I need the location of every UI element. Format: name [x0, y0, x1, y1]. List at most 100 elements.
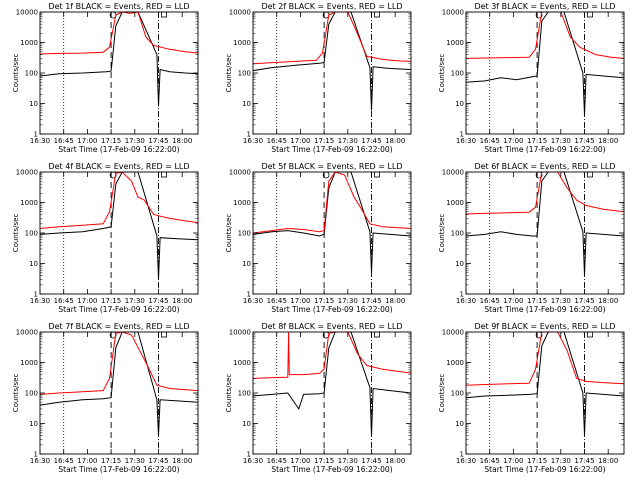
detector-panel-4: Det 4f BLACK = Events, RED = LLD 1 10 100 10…	[12, 162, 199, 314]
x-tick-label: 17:00	[77, 457, 97, 465]
x-tick-label: 17:45	[361, 137, 381, 145]
x-tick-label: 16:30	[243, 137, 263, 145]
x-tick-label: 17:15	[101, 137, 121, 145]
panel-title: Det 2f BLACK = Events, RED = LLD	[261, 2, 402, 11]
panel-title: Det 8f BLACK = Events, RED = LLD	[261, 322, 402, 331]
x-tick-label: 18:00	[598, 457, 618, 465]
y-tick-label: 10000	[442, 169, 464, 177]
x-tick-label: 17:00	[290, 297, 310, 305]
y-tick-label: 1	[460, 451, 464, 459]
square-marker	[374, 11, 380, 18]
x-tick-label: 17:00	[503, 297, 523, 305]
y-tick-label: 10	[29, 420, 38, 428]
y-axis-label: Counts/sec	[438, 54, 446, 93]
panel-title: Det 3f BLACK = Events, RED = LLD	[474, 2, 615, 11]
square-marker	[161, 331, 167, 338]
y-axis-label: Counts/sec	[438, 374, 446, 413]
x-tick-label: 17:15	[314, 457, 334, 465]
y-tick-label: 10000	[442, 329, 464, 337]
x-tick-label: 18:00	[172, 457, 192, 465]
x-tick-label: 17:45	[148, 297, 168, 305]
y-tick-label: 10000	[16, 329, 38, 337]
x-tick-label: 17:15	[527, 297, 547, 305]
x-tick-label: 17:00	[290, 457, 310, 465]
events-series-line	[252, 331, 412, 436]
y-axis-label: Counts/sec	[12, 214, 20, 253]
x-tick-label: 17:45	[574, 457, 594, 465]
y-tick-label: 1000	[233, 39, 251, 47]
panel-title: Det 4f BLACK = Events, RED = LLD	[48, 162, 189, 171]
square-marker	[587, 171, 593, 178]
detector-panel-5: Det 5f BLACK = Events, RED = LLD 1 10 100 10…	[225, 162, 412, 314]
events-series-line	[465, 11, 625, 116]
y-tick-label: 100	[451, 390, 464, 398]
y-tick-label: 100	[238, 230, 251, 238]
y-tick-label: 10	[455, 100, 464, 108]
x-tick-label: 16:30	[456, 297, 476, 305]
x-axis-label: Start Time (17-Feb-09 16:22:00)	[58, 305, 179, 314]
y-tick-label: 1	[34, 131, 38, 139]
y-tick-label: 10000	[442, 9, 464, 17]
x-tick-label: 16:45	[480, 457, 500, 465]
events-series-line	[39, 11, 199, 107]
y-tick-label: 100	[25, 70, 38, 78]
y-tick-label: 1000	[20, 359, 38, 367]
y-tick-label: 1000	[233, 199, 251, 207]
x-axis-label: Start Time (17-Feb-09 16:22:00)	[484, 465, 605, 474]
y-tick-label: 1000	[446, 39, 464, 47]
y-tick-label: 100	[25, 230, 38, 238]
y-tick-label: 1000	[20, 199, 38, 207]
y-tick-label: 1	[34, 291, 38, 299]
x-tick-label: 17:15	[101, 297, 121, 305]
y-tick-label: 10000	[16, 169, 38, 177]
y-tick-label: 1	[460, 291, 464, 299]
x-tick-label: 18:00	[385, 137, 405, 145]
y-axis-label: Counts/sec	[225, 214, 233, 253]
x-tick-label: 17:30	[125, 297, 145, 305]
x-tick-label: 16:45	[54, 297, 74, 305]
x-tick-label: 17:30	[551, 297, 571, 305]
x-tick-label: 16:30	[30, 297, 50, 305]
square-marker	[161, 171, 167, 178]
x-axis-label: Start Time (17-Feb-09 16:22:00)	[271, 145, 392, 154]
lld-series-line	[39, 11, 199, 55]
y-tick-label: 100	[451, 70, 464, 78]
x-tick-label: 17:00	[503, 137, 523, 145]
y-tick-label: 1	[460, 131, 464, 139]
detector-panel-6: Det 6f BLACK = Events, RED = LLD 1 10 100 10…	[438, 162, 625, 314]
x-tick-label: 17:45	[574, 137, 594, 145]
panel-title: Det 6f BLACK = Events, RED = LLD	[474, 162, 615, 171]
y-tick-label: 10	[29, 260, 38, 268]
panel-title: Det 7f BLACK = Events, RED = LLD	[48, 322, 189, 331]
x-tick-label: 17:00	[290, 137, 310, 145]
x-tick-label: 18:00	[598, 137, 618, 145]
x-tick-label: 17:15	[527, 137, 547, 145]
square-marker	[587, 331, 593, 338]
x-tick-label: 16:45	[267, 137, 287, 145]
y-tick-label: 10	[455, 420, 464, 428]
x-tick-label: 17:00	[503, 457, 523, 465]
square-marker	[587, 11, 593, 18]
y-axis-label: Counts/sec	[225, 54, 233, 93]
y-tick-label: 10000	[16, 9, 38, 17]
panel-title: Det 1f BLACK = Events, RED = LLD	[48, 2, 189, 11]
x-tick-label: 17:30	[338, 457, 358, 465]
x-tick-label: 17:45	[148, 137, 168, 145]
x-tick-label: 17:30	[125, 457, 145, 465]
y-tick-label: 1000	[446, 359, 464, 367]
x-tick-label: 17:30	[551, 137, 571, 145]
x-tick-label: 18:00	[385, 297, 405, 305]
detector-panel-2: Det 2f BLACK = Events, RED = LLD 1 10 100 10…	[225, 2, 412, 154]
x-axis-label: Start Time (17-Feb-09 16:22:00)	[271, 305, 392, 314]
x-tick-label: 16:30	[30, 457, 50, 465]
x-tick-label: 16:30	[30, 137, 50, 145]
square-marker	[161, 11, 167, 18]
x-tick-label: 17:45	[361, 297, 381, 305]
y-tick-label: 10	[242, 100, 251, 108]
detector-panel-3: Det 3f BLACK = Events, RED = LLD 1 10 100 10…	[438, 2, 625, 154]
x-tick-label: 18:00	[598, 297, 618, 305]
y-tick-label: 10	[455, 260, 464, 268]
lld-series-line	[39, 171, 199, 229]
y-tick-label: 10000	[229, 329, 251, 337]
y-tick-label: 1000	[233, 359, 251, 367]
